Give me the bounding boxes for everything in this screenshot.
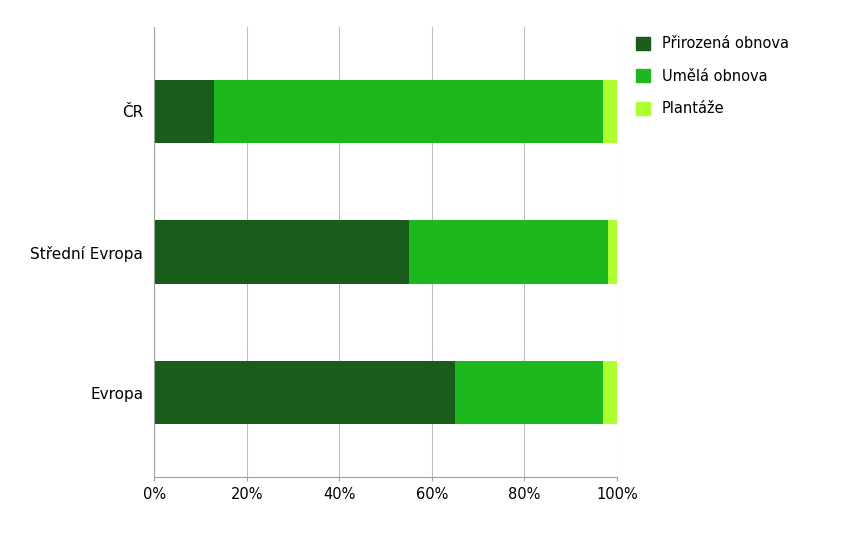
Bar xyxy=(608,221,617,283)
Bar xyxy=(214,80,603,143)
Legend: Přirozená obnova, Umělá obnova, Plantáže: Přirozená obnova, Umělá obnova, Plantáže xyxy=(636,36,788,116)
Bar xyxy=(603,361,617,424)
Bar xyxy=(455,361,603,424)
Bar xyxy=(154,221,409,283)
Bar xyxy=(603,80,617,143)
Bar xyxy=(154,361,455,424)
Bar xyxy=(409,221,608,283)
Bar xyxy=(154,80,214,143)
